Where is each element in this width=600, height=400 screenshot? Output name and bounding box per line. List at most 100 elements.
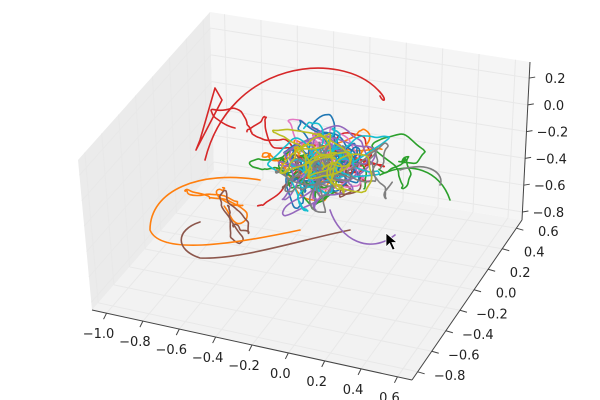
y-grid-left xyxy=(185,38,193,196)
z-grid-back xyxy=(211,54,528,106)
y-tick-label: −0.8 xyxy=(434,369,466,384)
x-grid-back xyxy=(402,42,407,201)
x-tick-mark xyxy=(175,328,180,336)
x-grid-floor xyxy=(215,189,334,338)
x-grid-floor xyxy=(287,200,404,354)
z-tick-mark xyxy=(523,183,530,186)
y-tick-mark xyxy=(502,248,510,252)
z-grid-back xyxy=(211,81,527,133)
z-tick-label: −0.4 xyxy=(535,152,567,167)
y-axis-line xyxy=(411,219,523,381)
y-tick-label: 0.0 xyxy=(496,287,517,302)
y-grid-left xyxy=(135,95,146,250)
trajectory-line xyxy=(399,165,442,186)
x-grid-floor xyxy=(142,177,264,322)
trajectory-line xyxy=(204,67,386,161)
z-grid-left xyxy=(79,27,211,176)
trajectories xyxy=(149,67,451,259)
y-tick-label: −0.4 xyxy=(462,328,494,343)
x-tick-mark xyxy=(139,320,144,328)
trajectory-line xyxy=(218,189,250,245)
y-tick-label: −0.2 xyxy=(476,307,508,322)
x-tick-label: −0.8 xyxy=(119,335,151,350)
x-tick-label: 0.4 xyxy=(343,383,364,398)
trajectory-line xyxy=(304,132,353,180)
y-grid-left xyxy=(101,133,115,285)
x-grid-back xyxy=(507,59,516,218)
z-tick-mark xyxy=(526,130,533,133)
trajectory-line xyxy=(308,141,353,213)
tick-labels: −1.0 −0.8 −0.6 −0.4 −0.2 0.0 0.2 0.4 0.6 −0.8 −0.6… xyxy=(83,72,569,400)
y-grid-left xyxy=(118,114,131,267)
y-grid-left xyxy=(168,57,177,214)
x-grid-floor xyxy=(178,183,299,330)
trajectory-line xyxy=(303,142,361,193)
z-tick-mark xyxy=(522,210,529,213)
z-tick-label: 0.0 xyxy=(543,99,564,114)
y-tick-mark xyxy=(473,289,482,293)
y-grid-floor xyxy=(145,248,461,311)
x-tick-label: 0.2 xyxy=(306,375,327,390)
left-wall-pane xyxy=(78,12,214,310)
x-grid-back xyxy=(224,14,229,173)
y-grid-floor xyxy=(192,194,503,250)
y-grid-floor xyxy=(207,176,517,229)
z-tick-label: −0.6 xyxy=(534,179,566,194)
y-tick-mark xyxy=(445,330,453,334)
y-tick-mark xyxy=(488,268,496,272)
z-tick-label: 0.2 xyxy=(545,72,566,87)
x-tick-mark xyxy=(284,352,289,360)
z-tick-mark xyxy=(527,103,534,106)
z-grid-back xyxy=(210,27,530,79)
x-grid-floor xyxy=(251,194,369,346)
trajectory-line xyxy=(149,176,301,247)
trajectory-line xyxy=(184,186,248,225)
x-tick-mark xyxy=(103,312,107,320)
x-tick-label: −0.2 xyxy=(228,359,260,374)
trajectory-line xyxy=(371,133,426,190)
y-grid-left xyxy=(84,152,99,303)
x-tick-label: −0.4 xyxy=(192,351,224,366)
x-grid-back xyxy=(260,19,264,178)
trajectory-line xyxy=(195,87,223,151)
y-tick-label: 0.4 xyxy=(524,246,545,261)
z-tick-label: −0.2 xyxy=(537,126,569,141)
mouse-cursor-icon xyxy=(385,232,399,251)
x-tick-label: 0.0 xyxy=(270,367,291,382)
y-grid-left xyxy=(151,76,162,232)
trajectory-line xyxy=(379,167,451,201)
x-grid-floor xyxy=(324,206,439,362)
y-tick-mark xyxy=(431,350,439,354)
y-grid-floor xyxy=(176,212,489,270)
trajectory-line xyxy=(279,132,336,174)
x-tick-label: 0.6 xyxy=(379,391,400,400)
z-tick-mark xyxy=(529,76,536,79)
y-tick-label: 0.2 xyxy=(510,266,531,281)
x-tick-mark xyxy=(394,376,398,384)
z-grid-left xyxy=(83,81,213,227)
y-tick-label: −0.6 xyxy=(448,348,480,363)
trajectory-line xyxy=(281,179,354,217)
x-grid-back xyxy=(472,54,480,213)
x-tick-mark xyxy=(321,360,326,368)
trajectory-line xyxy=(346,142,393,200)
z-grid-left xyxy=(90,161,215,303)
y-tick-label: 0.6 xyxy=(538,225,559,240)
x-grid-back xyxy=(367,36,371,196)
x-tick-label: −1.0 xyxy=(83,327,115,342)
x-tick-mark xyxy=(357,368,362,376)
y-tick-mark xyxy=(417,371,425,375)
z-axis-line xyxy=(521,61,531,221)
x-grid-floor xyxy=(360,211,474,370)
x-tick-label: −0.6 xyxy=(155,343,187,358)
y-tick-mark xyxy=(459,309,468,313)
y-grid-floor xyxy=(160,230,475,291)
y-tick-mark xyxy=(516,227,524,231)
x-tick-mark xyxy=(248,344,253,352)
y-grid-floor xyxy=(98,302,418,373)
z-grid-left xyxy=(81,54,212,202)
trajectory-line xyxy=(180,221,351,259)
z-tick-mark xyxy=(525,156,532,159)
y-grid-floor xyxy=(113,284,432,352)
z-grid-left xyxy=(86,108,213,252)
